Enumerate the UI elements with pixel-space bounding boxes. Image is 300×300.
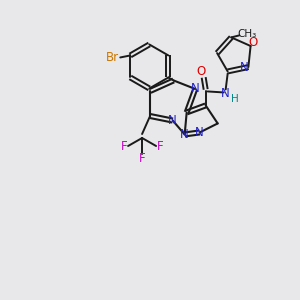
Text: N: N: [221, 87, 230, 100]
Text: N: N: [168, 114, 177, 127]
Text: Br: Br: [106, 51, 119, 64]
Text: F: F: [139, 152, 146, 164]
Text: O: O: [196, 65, 205, 78]
Text: N: N: [180, 128, 189, 141]
Text: N: N: [240, 61, 249, 74]
Text: O: O: [248, 35, 257, 49]
Text: N: N: [195, 126, 204, 139]
Text: F: F: [157, 140, 164, 152]
Text: F: F: [121, 140, 128, 152]
Text: CH₃: CH₃: [238, 29, 257, 39]
Text: N: N: [191, 82, 200, 95]
Text: H: H: [231, 94, 239, 104]
